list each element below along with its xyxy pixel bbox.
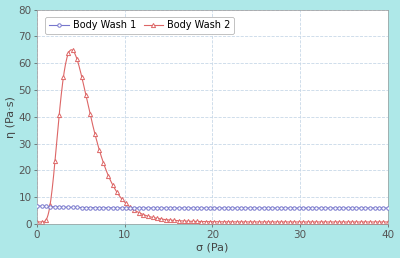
X-axis label: σ (Pa): σ (Pa) xyxy=(196,243,229,252)
Body Wash 2 xyxy=(202,220,207,223)
Body Wash 2 xyxy=(386,220,390,223)
Body Wash 2 xyxy=(35,220,40,223)
Body Wash 2 xyxy=(225,220,230,223)
Body Wash 1 xyxy=(322,206,327,209)
Body Wash 1 xyxy=(202,206,206,209)
Line: Body Wash 1: Body Wash 1 xyxy=(36,204,390,210)
Body Wash 2 xyxy=(323,220,328,223)
Body Wash 1 xyxy=(204,206,208,209)
Body Wash 1 xyxy=(377,206,382,209)
Body Wash 2 xyxy=(378,220,382,223)
Body Wash 2 xyxy=(204,220,209,223)
Body Wash 1 xyxy=(244,206,248,209)
Body Wash 1 xyxy=(386,206,390,209)
Line: Body Wash 2: Body Wash 2 xyxy=(35,48,390,224)
Body Wash 2 xyxy=(244,220,249,223)
Body Wash 2 xyxy=(69,48,74,51)
Y-axis label: η (Pa·s): η (Pa·s) xyxy=(6,96,16,138)
Body Wash 1 xyxy=(225,206,230,209)
Legend: Body Wash 1, Body Wash 2: Body Wash 1, Body Wash 2 xyxy=(45,17,234,34)
Body Wash 1 xyxy=(35,204,40,207)
